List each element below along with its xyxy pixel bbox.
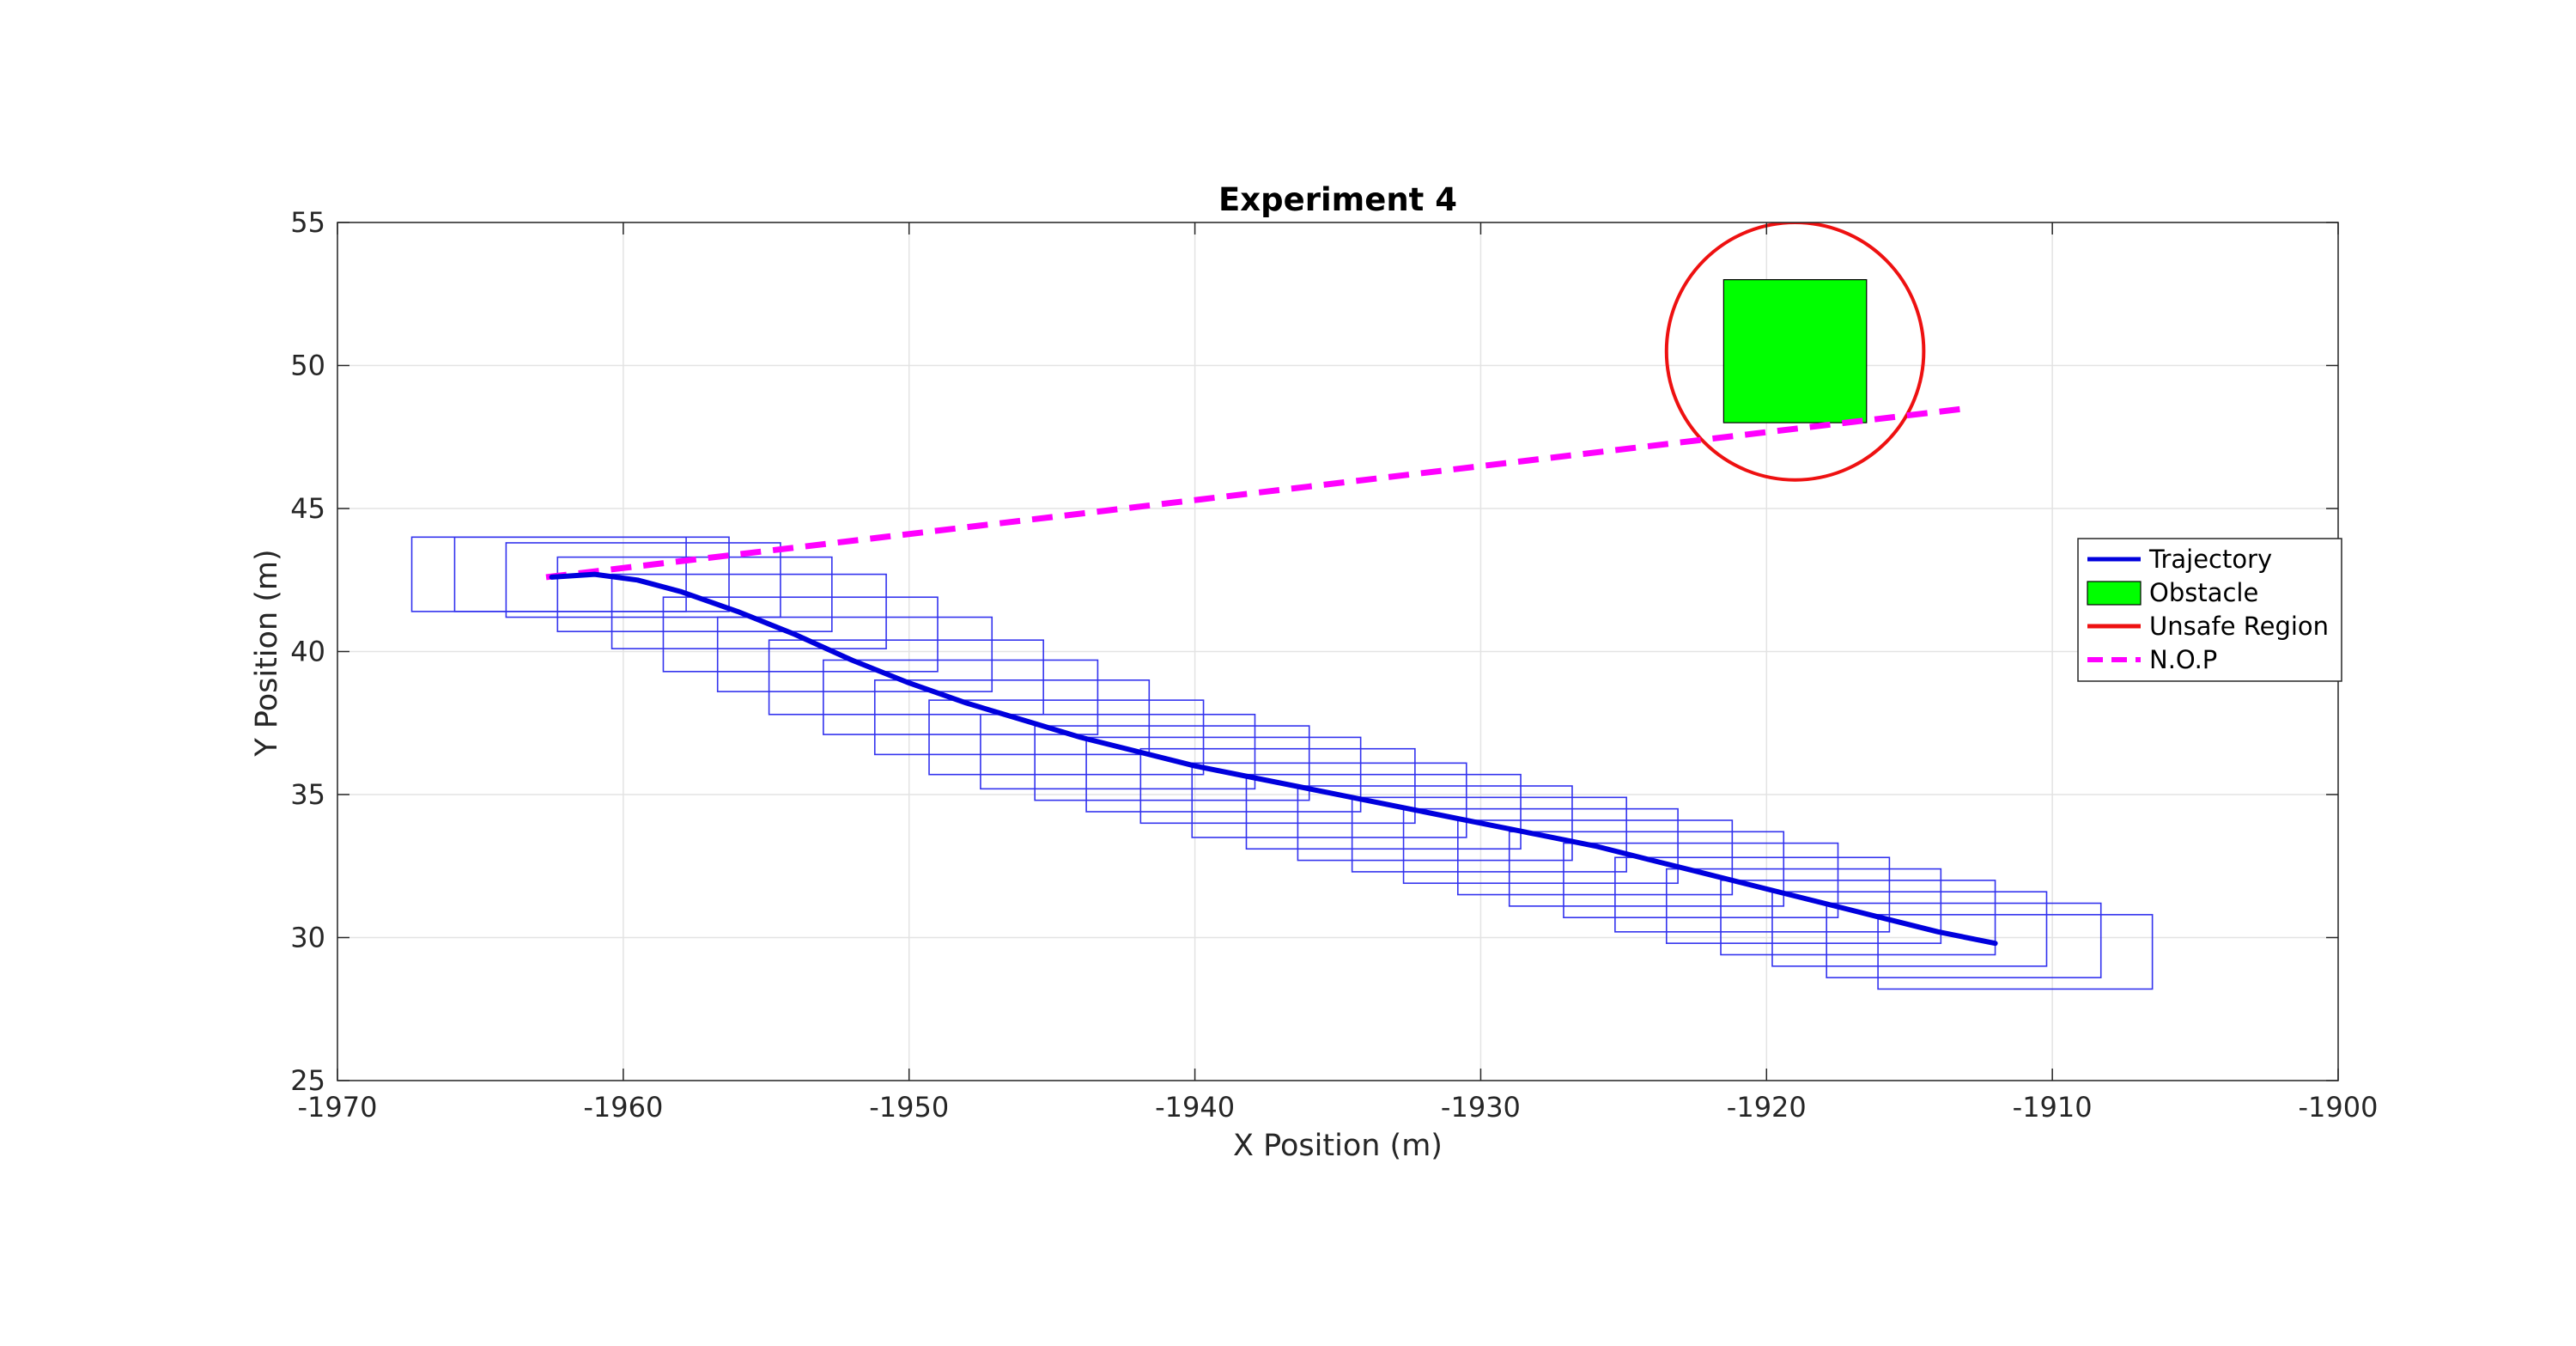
footprint-rect	[1877, 914, 2154, 990]
footprint-rect	[873, 679, 1151, 756]
x-tick-label: -1950	[869, 1091, 949, 1124]
y-tick-label: 35	[290, 778, 325, 811]
footprint-rect	[662, 596, 939, 673]
x-axis-label: X Position (m)	[1233, 1129, 1443, 1163]
footprint-rect	[1826, 902, 2102, 978]
footprint-rect	[1720, 880, 1996, 956]
x-tick-label: -1930	[1441, 1091, 1521, 1124]
obstacle-patch	[1722, 279, 1868, 423]
ticks: -1970 -1960 -1950 -1940 -1930 -1920 -1910 -1900…	[290, 206, 2378, 1124]
legend: Trajectory Obstacle Unsafe Region N.O.P	[2077, 538, 2342, 682]
y-axis-label: Y Position (m)	[250, 549, 284, 757]
unsafe-region-circle	[1664, 222, 1926, 482]
y-tick-label: 45	[290, 492, 325, 525]
y-tick-label: 25	[290, 1064, 325, 1097]
footprint-rect	[716, 616, 993, 692]
nop-line	[545, 405, 1967, 581]
x-tick-label: -1970	[298, 1091, 378, 1124]
footprint-rect	[1245, 773, 1522, 850]
x-tick-label: -1910	[2013, 1091, 2093, 1124]
footprint-rect	[768, 639, 1044, 716]
trajectory-line	[549, 571, 1998, 947]
footprint-rect	[1191, 762, 1467, 838]
footprint-rect	[980, 713, 1256, 790]
legend-label: N.O.P	[2149, 645, 2217, 674]
y-tick-label: 30	[290, 922, 325, 954]
x-tick-label: -1940	[1155, 1091, 1235, 1124]
y-tick-label: 50	[290, 350, 325, 382]
legend-label: Unsafe Region	[2149, 612, 2329, 641]
legend-label: Trajectory	[2148, 545, 2272, 574]
footprint-rect	[611, 573, 887, 649]
footprint-rect	[1351, 796, 1627, 873]
data-layer	[410, 222, 2154, 990]
footprint-rect	[505, 542, 781, 618]
footprint-rect	[1402, 807, 1679, 885]
x-tick-label: -1960	[583, 1091, 663, 1124]
legend-swatch-patch	[2087, 581, 2142, 606]
chart-title: Experiment 4	[1218, 181, 1457, 218]
footprint-rect	[1297, 785, 1573, 862]
y-tick-label: 40	[290, 636, 325, 668]
x-tick-label: -1920	[1727, 1091, 1807, 1124]
footprint-rect	[1665, 868, 1942, 944]
footprint-rect	[1771, 891, 2048, 967]
y-tick-label: 55	[290, 206, 325, 239]
x-tick-label: -1900	[2299, 1091, 2379, 1124]
footprint-rect	[823, 659, 1099, 735]
footprint-rect	[1614, 856, 1891, 933]
legend-label: Obstacle	[2149, 578, 2258, 607]
